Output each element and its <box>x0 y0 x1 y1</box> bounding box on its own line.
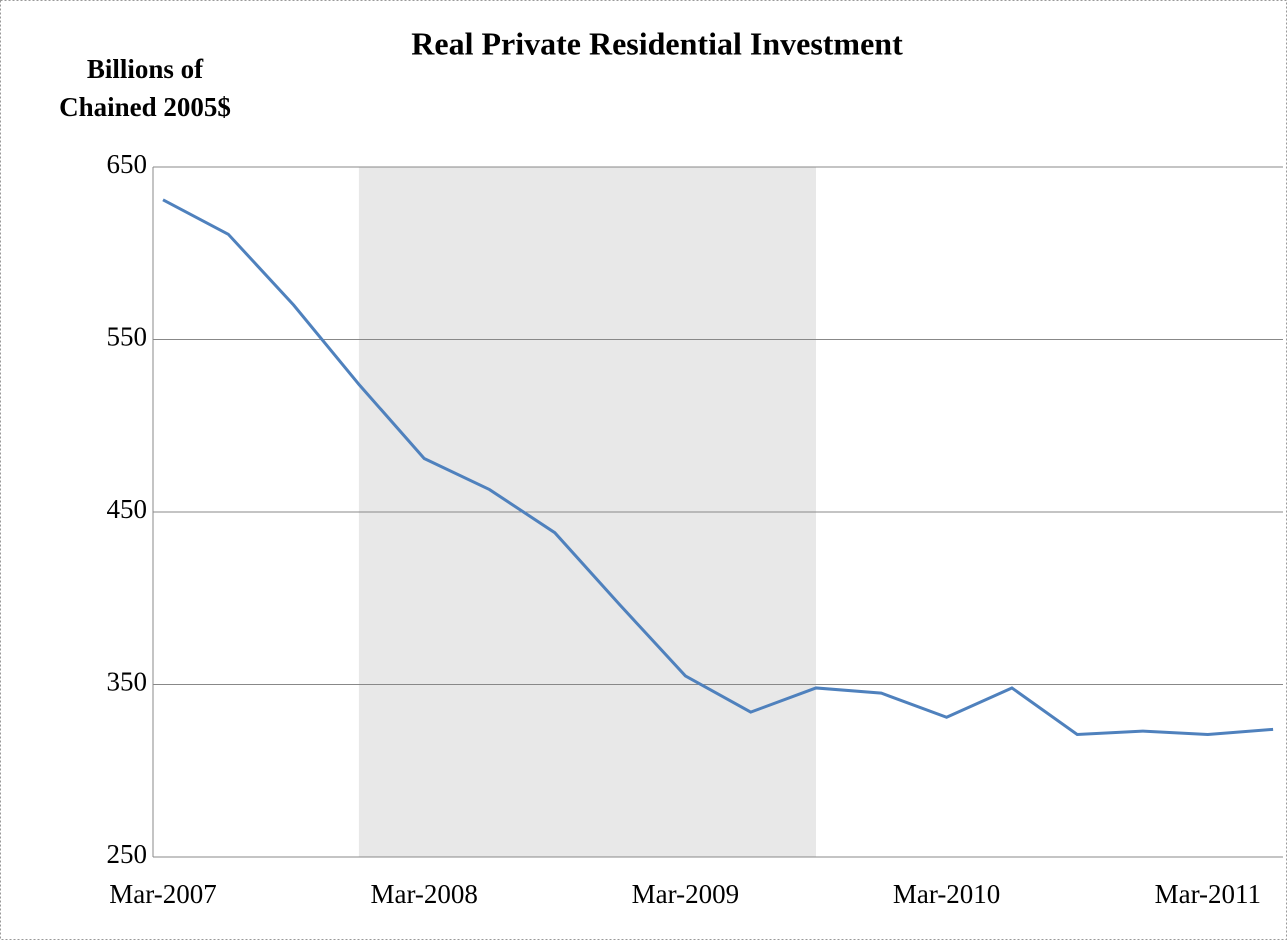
x-tick-label: Mar-2010 <box>893 879 1000 909</box>
y-axis-label: Chained 2005$ <box>59 92 231 122</box>
x-tick-label: Mar-2008 <box>370 879 477 909</box>
y-tick-label: 350 <box>107 667 148 697</box>
y-axis-label: Billions of <box>87 54 204 84</box>
y-tick-label: 250 <box>107 839 148 869</box>
chart-title: Real Private Residential Investment <box>411 25 903 61</box>
y-tick-label: 450 <box>107 494 148 524</box>
y-tick-label: 650 <box>107 149 148 179</box>
x-tick-label: Mar-2007 <box>109 879 216 909</box>
data-line <box>162 198 1274 737</box>
x-tick-label: Mar-2011 <box>1155 879 1261 909</box>
y-tick-label: 550 <box>107 322 148 352</box>
x-tick-label: Mar-2009 <box>632 879 739 909</box>
